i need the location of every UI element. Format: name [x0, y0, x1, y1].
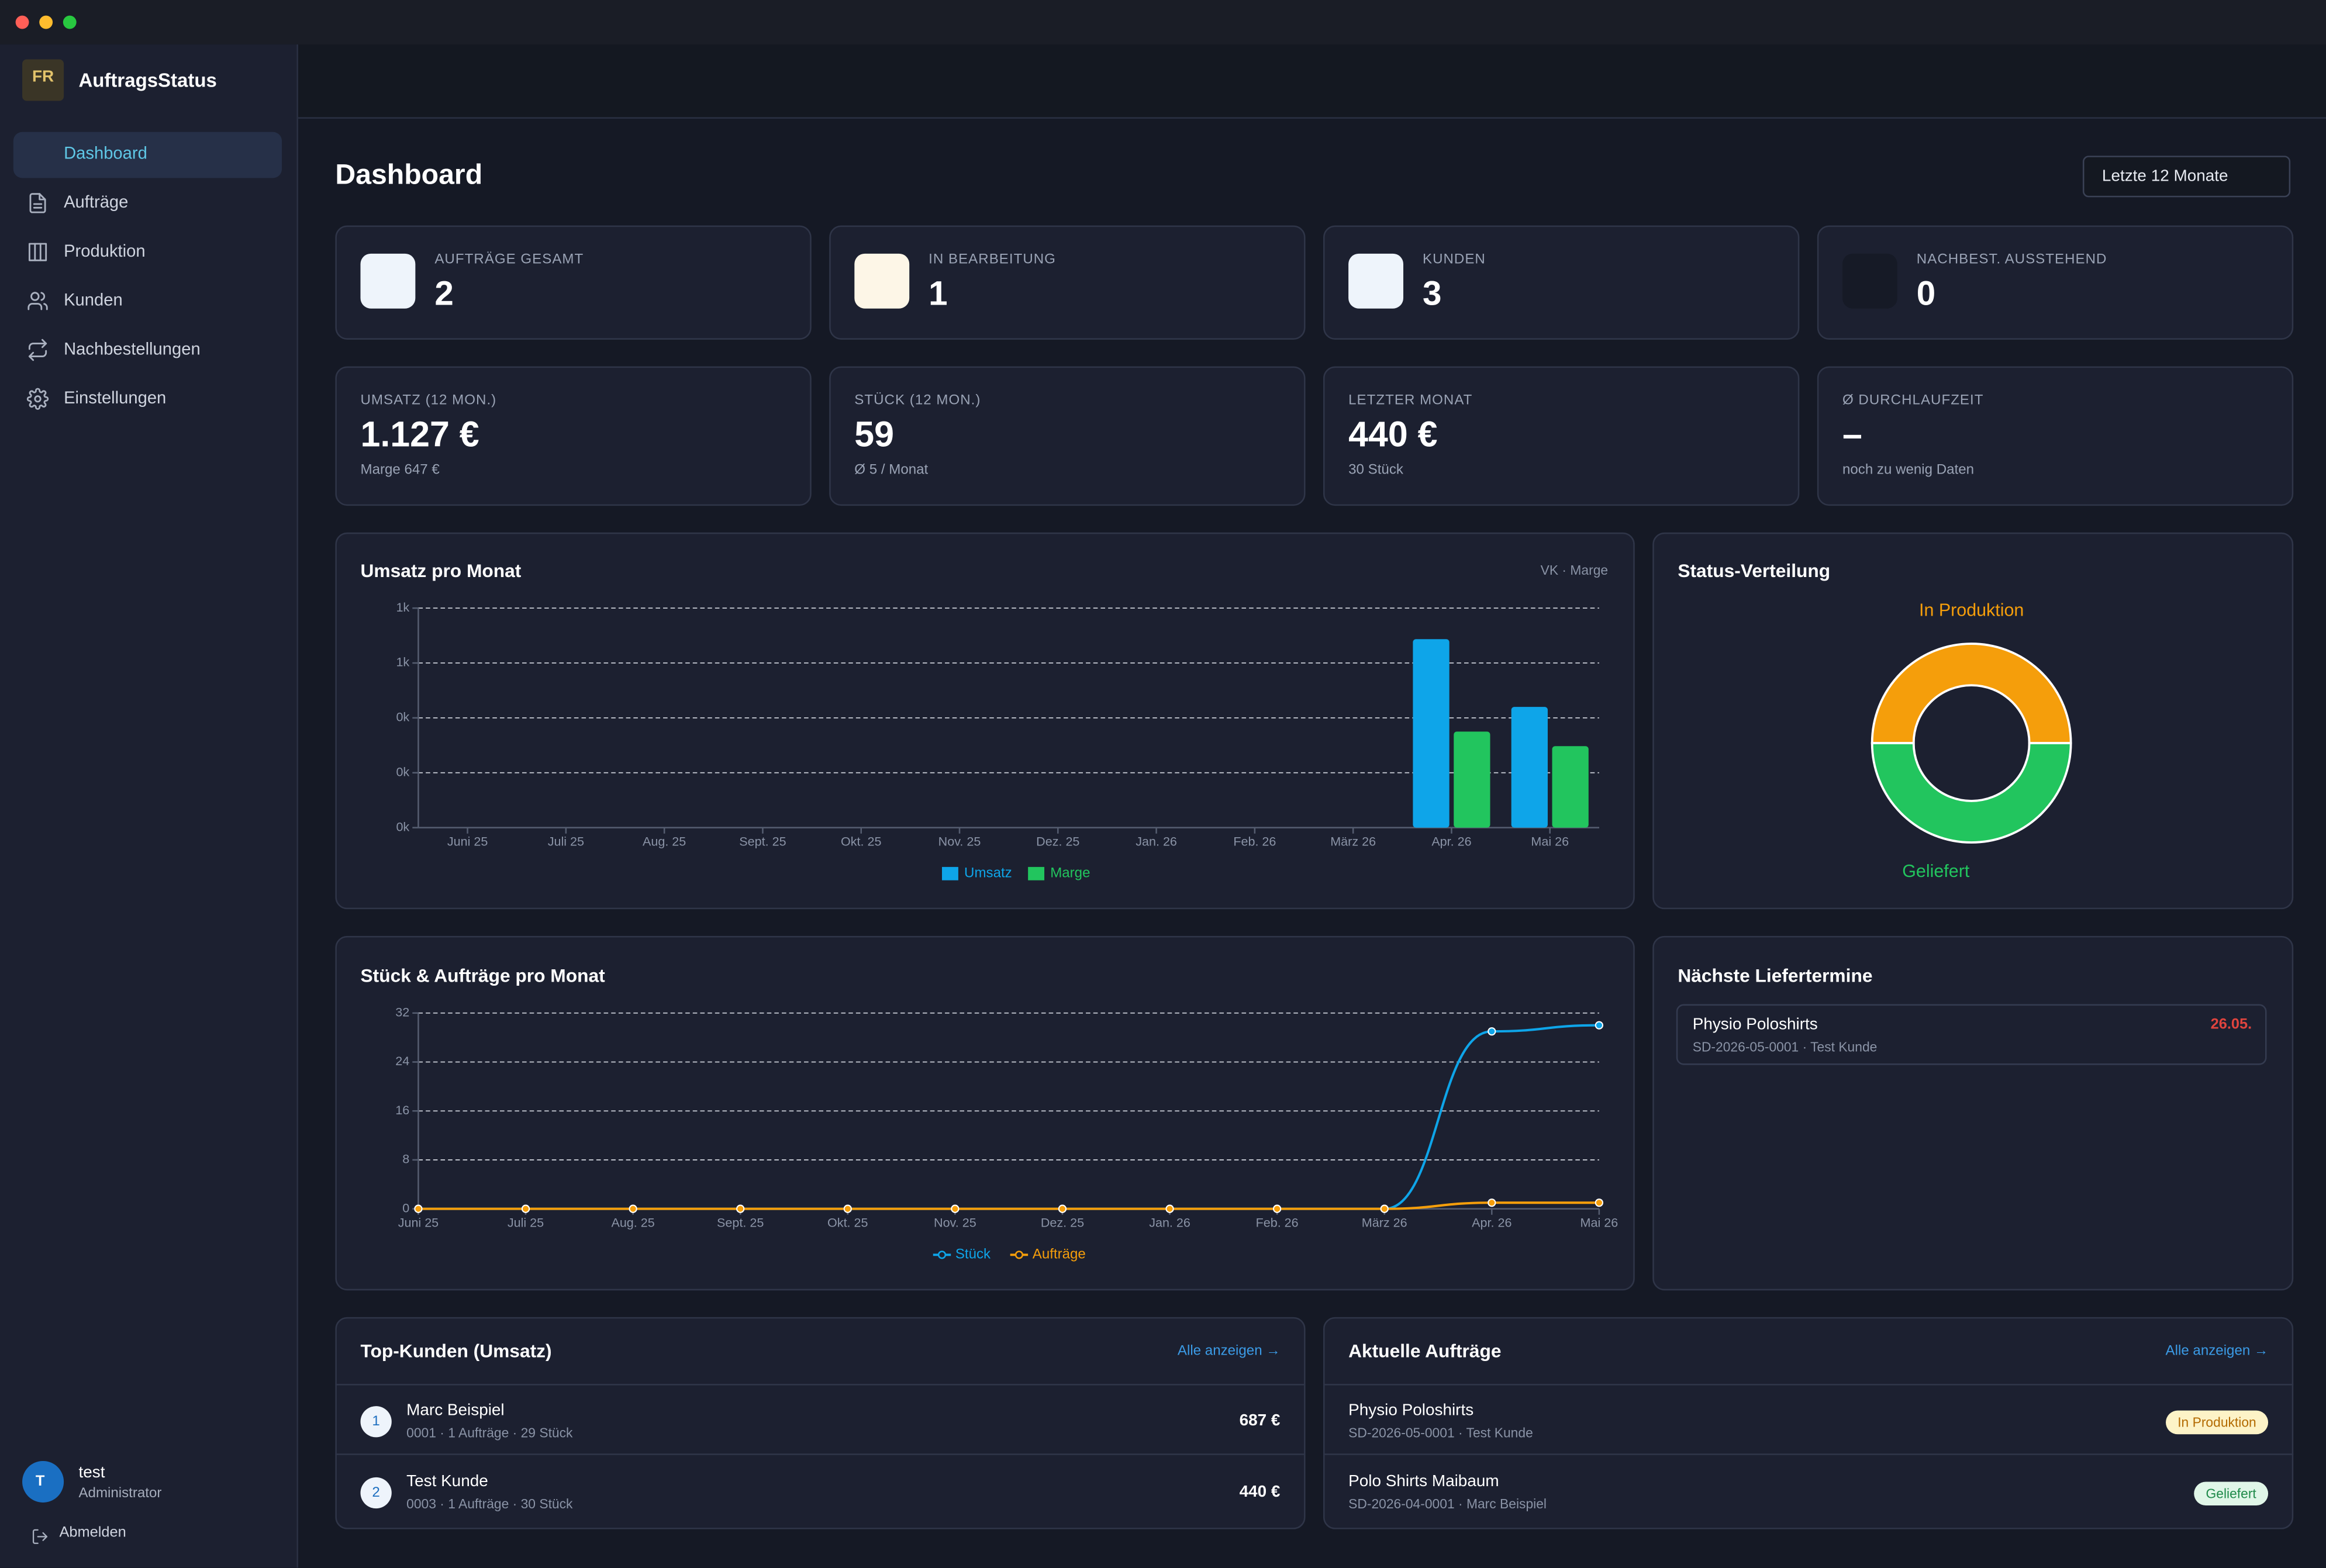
- text: AUFTRÄGE GESAMT: [434, 251, 584, 268]
- delivery-date: 26.05.: [2210, 1017, 2252, 1034]
- view-all-link[interactable]: Alle anzeigen →: [1177, 1343, 1281, 1360]
- logo: FR: [22, 59, 64, 101]
- top-bar: [298, 44, 2326, 119]
- text: STÜCK (12 MON.): [854, 392, 981, 409]
- text: noch zu wenig Daten: [1842, 462, 1975, 479]
- nav-item[interactable]: [13, 230, 282, 276]
- text: Physio Poloshirts: [1692, 1016, 1818, 1034]
- view-all-link[interactable]: Alle anzeigen →: [2165, 1343, 2269, 1360]
- title-bar: [0, 0, 2326, 45]
- text: KUNDEN: [1422, 251, 1486, 268]
- text: –: [1842, 415, 1862, 455]
- nav-item[interactable]: [13, 181, 282, 227]
- text: 30 Stück: [1348, 462, 1403, 479]
- text: Stück & Aufträge pro Monat: [360, 965, 605, 987]
- text: 440 €: [1348, 415, 1438, 455]
- text: Physio Poloshirts: [1348, 1401, 1474, 1420]
- text: Top-Kunden (Umsatz): [360, 1341, 552, 1362]
- text: Polo Shirts Maibaum: [1348, 1473, 1499, 1491]
- text: 1: [929, 274, 948, 313]
- kpi-icon: [360, 253, 416, 309]
- text: Ø DURCHLAUFZEIT: [1842, 392, 1984, 409]
- nav-item[interactable]: [13, 279, 282, 325]
- text: test: [78, 1464, 105, 1482]
- text: Status-Verteilung: [1678, 560, 1831, 582]
- divider: [1323, 1384, 2294, 1386]
- text: Aktuelle Aufträge: [1348, 1341, 1502, 1362]
- text: Test Kunde: [406, 1473, 488, 1491]
- text: UMSATZ (12 MON.): [360, 392, 497, 409]
- text: NACHBEST. AUSSTEHEND: [1916, 251, 2107, 268]
- rank-badge: 2: [360, 1477, 392, 1509]
- text: Kunden: [64, 292, 123, 310]
- text: Ø 5 / Monat: [854, 462, 929, 479]
- sidebar: [0, 44, 298, 1568]
- text: Einstellungen: [64, 390, 167, 408]
- kpi-icon: [1348, 253, 1404, 309]
- card: [335, 532, 1635, 910]
- text: Dashboard: [64, 145, 147, 164]
- card: [1652, 935, 2294, 1291]
- text: Umsatz pro Monat: [360, 560, 522, 582]
- nav-item[interactable]: [13, 132, 282, 178]
- text: Produktion: [64, 243, 146, 261]
- divider: [1323, 1453, 2294, 1455]
- text: SD-2026-04-0001 · Marc Beispiel: [1348, 1496, 1547, 1512]
- text: LETZTER MONAT: [1348, 392, 1473, 409]
- card: [1323, 1317, 2294, 1529]
- divider: [335, 1384, 1306, 1386]
- amount: 687 €: [1239, 1412, 1281, 1430]
- card: [1817, 366, 2294, 506]
- text: Dashboard: [335, 160, 483, 192]
- text: 0: [1916, 274, 1936, 313]
- text: 3: [1422, 274, 1442, 313]
- text: Marge 647 €: [360, 462, 440, 479]
- text: 59: [854, 415, 895, 455]
- text: IN BEARBEITUNG: [929, 251, 1056, 268]
- card: [829, 366, 1306, 506]
- card: [335, 366, 812, 506]
- text: SD-2026-05-0001 · Test Kunde: [1348, 1425, 1533, 1441]
- status-badge: In Produktion: [2165, 1410, 2269, 1435]
- text: Nächste Liefertermine: [1678, 965, 1873, 987]
- logout-button[interactable]: Abmelden: [59, 1525, 126, 1541]
- period-select[interactable]: Letzte 12 Monate: [2082, 156, 2291, 198]
- amount: 440 €: [1239, 1483, 1281, 1501]
- card: [1652, 532, 2294, 910]
- text: Administrator: [78, 1485, 162, 1502]
- kpi-icon: [854, 253, 910, 309]
- text: Marc Beispiel: [406, 1401, 505, 1420]
- text: Aufträge: [64, 194, 129, 212]
- text: 0001 · 1 Aufträge · 29 Stück: [406, 1425, 573, 1441]
- card: [1323, 366, 1800, 506]
- text: 2: [434, 274, 454, 313]
- kpi-icon: [1842, 253, 1897, 309]
- text: AuftragsStatus: [78, 68, 217, 92]
- text: 0003 · 1 Aufträge · 30 Stück: [406, 1496, 573, 1512]
- text: SD-2026-05-0001 · Test Kunde: [1692, 1039, 1878, 1055]
- rank-badge: 1: [360, 1406, 392, 1438]
- card: [1323, 225, 1800, 340]
- text: 1.127 €: [360, 415, 479, 455]
- card: [335, 1317, 1306, 1529]
- text: T: [35, 1473, 45, 1490]
- divider: [335, 1453, 1306, 1455]
- card: [335, 935, 1635, 1291]
- text: Nachbestellungen: [64, 341, 201, 359]
- status-badge: Geliefert: [2194, 1481, 2269, 1506]
- delivery-item[interactable]: [1676, 1004, 2267, 1065]
